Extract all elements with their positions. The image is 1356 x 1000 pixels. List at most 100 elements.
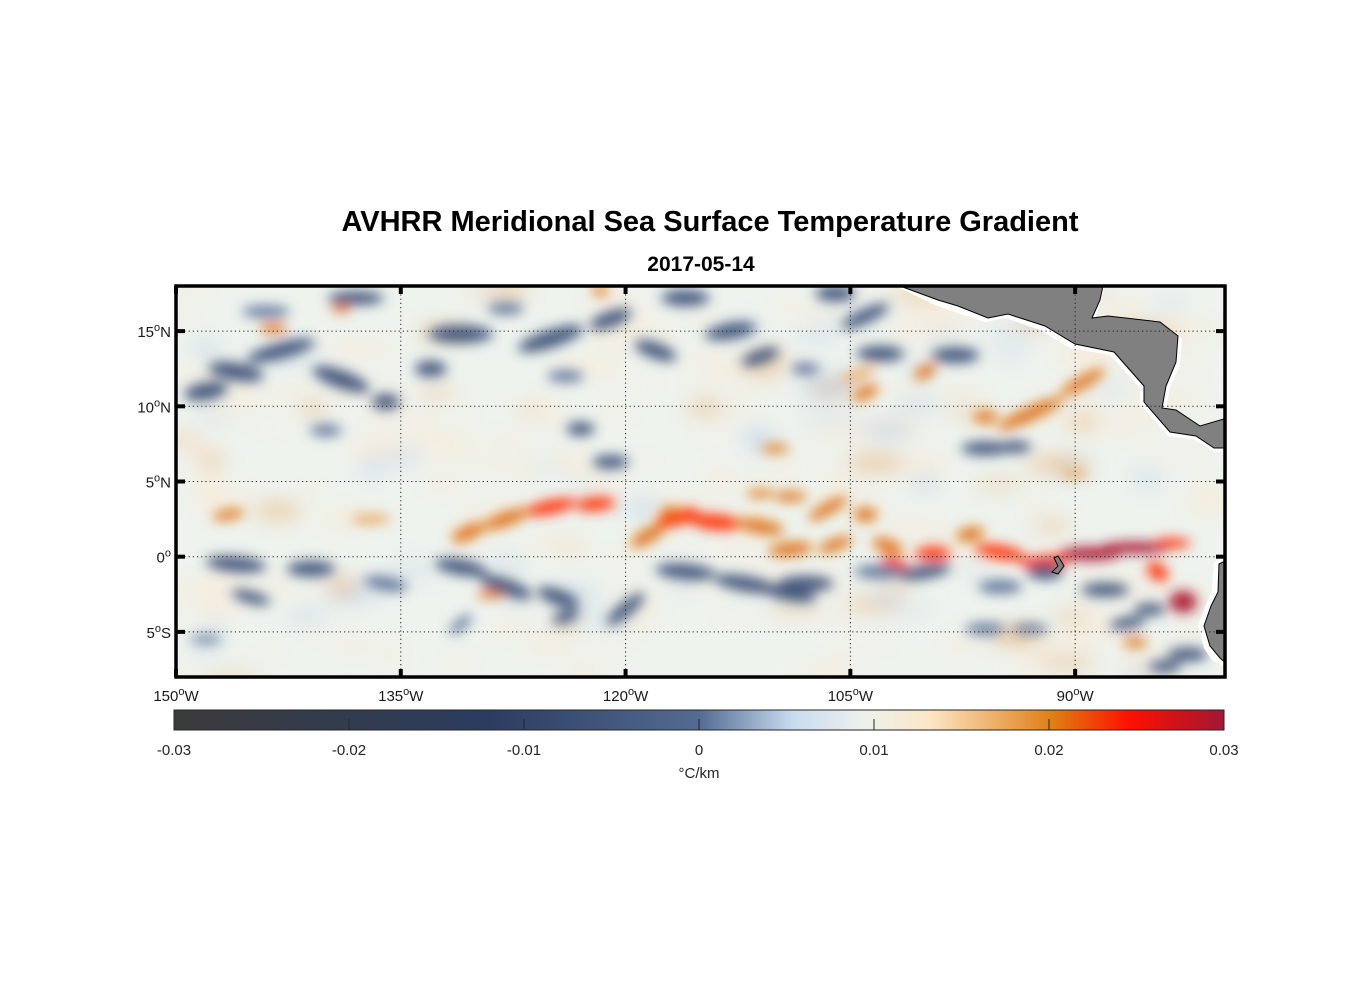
field-feature <box>247 338 315 363</box>
field-blob <box>190 341 221 356</box>
field-blob <box>855 493 891 504</box>
field-feature <box>1123 637 1148 648</box>
field-feature <box>853 507 878 522</box>
field-blob <box>380 646 403 664</box>
field-blob <box>894 450 955 460</box>
field-blob <box>189 578 242 595</box>
field-blob <box>768 603 821 613</box>
field-blob <box>251 425 292 433</box>
field-feature <box>761 444 790 453</box>
x-tick-label: 150oW <box>153 686 199 705</box>
field-feature <box>914 546 951 561</box>
field-feature <box>592 286 608 296</box>
field-blob <box>194 489 258 501</box>
field-blob <box>720 402 755 417</box>
field-blob <box>489 620 532 636</box>
chart-subtitle: 2017-05-14 <box>647 253 755 276</box>
field-blob <box>906 320 957 338</box>
field-blob <box>1062 598 1090 607</box>
field-blob <box>560 359 612 373</box>
field-feature <box>449 614 472 635</box>
field-blob <box>633 457 659 466</box>
field-blob <box>810 487 863 501</box>
field-blob <box>596 554 648 563</box>
field-blob <box>893 398 944 410</box>
field-feature <box>350 514 391 525</box>
axis-tick-labels: 150oW 135oW 120oW 105oW 90oW 15oN 10oN 5oN 0o 5oS <box>137 322 1094 705</box>
field-feature <box>589 308 632 330</box>
field-feature <box>854 564 907 579</box>
field-blob <box>1168 633 1206 642</box>
y-tick-label: 5oN <box>146 473 171 492</box>
field-feature <box>1101 541 1170 554</box>
field-feature <box>189 635 222 644</box>
field-blob <box>703 469 752 482</box>
field-feature <box>999 440 1032 453</box>
field-blob <box>796 330 836 341</box>
field-feature <box>231 589 271 606</box>
field-blob <box>655 535 698 543</box>
colorbar-label: °C/km <box>679 765 720 782</box>
field-blob <box>381 565 436 576</box>
chart-title: AVHRR Meridional Sea Surface Temperature… <box>341 206 1079 238</box>
y-tick-label: 10oN <box>137 397 171 416</box>
field-blob <box>927 540 949 548</box>
field-blob <box>176 309 191 325</box>
gridlines <box>176 286 1225 677</box>
field-feature <box>914 363 937 380</box>
field-blob <box>958 565 990 573</box>
field-feature <box>286 560 335 577</box>
field-blob <box>742 566 779 580</box>
field-feature <box>241 305 290 318</box>
field-blob <box>287 611 329 622</box>
field-feature <box>1169 590 1198 613</box>
field-feature <box>840 366 875 383</box>
field-blob <box>995 348 1026 358</box>
field-blob <box>1087 388 1131 395</box>
field-blob <box>1089 298 1147 317</box>
land-layer <box>895 286 1225 667</box>
field-blob <box>600 408 639 420</box>
field-feature <box>815 286 856 302</box>
field-blob <box>775 297 797 313</box>
field-blob <box>263 576 296 594</box>
field-blob <box>1032 520 1070 532</box>
field-blob <box>346 584 382 599</box>
field-blob <box>981 330 1038 338</box>
field-feature <box>184 381 228 401</box>
colorbar-tick-label: -0.03 <box>157 742 191 759</box>
field-blob <box>708 541 762 555</box>
field-feature <box>592 454 629 469</box>
field-feature <box>661 290 710 307</box>
field-blob <box>307 626 330 636</box>
field-blob <box>893 461 952 474</box>
field-feature <box>856 345 905 362</box>
y-tick-label: 5oS <box>147 623 171 642</box>
axis-ticks <box>174 286 1225 677</box>
field-blob <box>202 620 228 628</box>
field-feature <box>487 302 524 315</box>
field-feature <box>371 393 400 410</box>
field-feature <box>537 586 579 608</box>
field-feature <box>309 424 342 437</box>
field-blob <box>539 413 571 429</box>
field-blob <box>1145 449 1175 459</box>
field-blob <box>974 480 1025 489</box>
field-blob <box>411 411 435 427</box>
field-blob <box>582 292 645 309</box>
field-blob <box>197 597 249 614</box>
field-feature <box>552 609 579 625</box>
field-blob <box>668 312 726 321</box>
field-blob <box>839 642 901 649</box>
field-feature <box>364 575 408 592</box>
field-blob <box>949 406 977 416</box>
map-area <box>176 286 1225 677</box>
field-blob <box>201 452 222 471</box>
field-blob <box>669 584 692 592</box>
field-feature <box>774 491 807 502</box>
field-blob <box>314 522 347 531</box>
field-blob <box>531 629 562 636</box>
field-feature <box>741 347 780 367</box>
field-blob <box>256 649 283 659</box>
field-feature <box>689 513 742 531</box>
